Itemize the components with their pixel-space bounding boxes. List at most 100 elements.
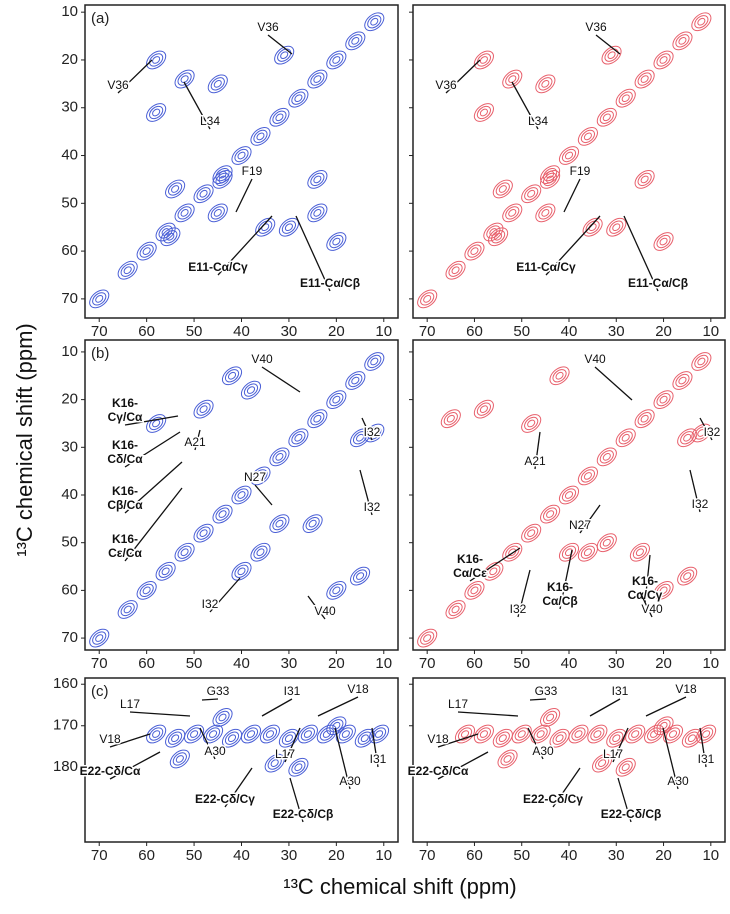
contour-peak	[540, 170, 561, 189]
y-tick-label: 70	[61, 629, 78, 646]
contour-peak	[305, 516, 320, 531]
leader-line	[359, 469, 373, 516]
contour-peak	[158, 225, 173, 239]
y-tick-label: 10	[61, 343, 78, 360]
x-tick-label: 10	[375, 655, 392, 672]
contour-peak	[637, 412, 652, 426]
contour-peak	[364, 352, 385, 371]
contour-peak	[221, 728, 243, 748]
contour-peak	[370, 357, 379, 366]
contour-peak	[668, 730, 678, 738]
y-tick-label: 40	[61, 146, 78, 163]
contour-peak	[351, 376, 360, 385]
contour-peak	[250, 542, 271, 562]
contour-peak	[601, 45, 622, 65]
contour-peak	[240, 380, 262, 400]
contour-peak	[291, 760, 306, 774]
contour-peak	[281, 731, 297, 745]
contour-peak	[313, 414, 322, 423]
contour-peak	[585, 220, 600, 234]
peak-annotation: E22-Cδ/Cα	[80, 764, 141, 778]
peak-annotation: A30	[204, 744, 226, 758]
contour-peak	[190, 730, 199, 738]
contour-peak	[514, 727, 529, 741]
contour-peak	[637, 172, 652, 187]
x-tick-label: 10	[375, 323, 392, 340]
contour-peak	[322, 730, 331, 738]
x-tick-label: 40	[561, 323, 578, 340]
contour-peak	[538, 77, 553, 91]
x-tick-label: 60	[138, 323, 155, 340]
peak-annotation: L17	[120, 697, 140, 711]
x-tick-label: 20	[328, 847, 345, 864]
leader-line	[217, 215, 273, 276]
contour-peak	[237, 151, 246, 160]
contour-peak	[269, 447, 290, 467]
peak-annotation: E22-Cδ/Cα	[408, 764, 469, 778]
contour-peak	[502, 542, 523, 562]
contour-peak	[476, 727, 491, 741]
contour-peak	[255, 217, 276, 237]
contour-peak	[609, 731, 624, 745]
contour-peak	[502, 203, 523, 223]
contour-peak	[443, 412, 458, 426]
contour-peak	[281, 220, 297, 234]
contour-peak	[92, 631, 107, 645]
contour-peak	[177, 545, 192, 559]
contour-peak	[451, 605, 460, 614]
panel-label: (c)	[91, 683, 109, 700]
contour-peak	[659, 586, 668, 595]
contour-peak	[202, 724, 224, 744]
x-tick-label: 50	[513, 323, 530, 340]
contour-peak	[308, 519, 317, 528]
panel: 70 60 50 40 30 20 10V40A21I32N27I32K16-Cα/CεK1…	[409, 339, 726, 672]
contour-peak	[291, 431, 306, 445]
leader-line	[545, 215, 601, 276]
contour-peak	[213, 79, 222, 88]
contour-peak	[596, 533, 617, 553]
y-tick-label: 160	[53, 675, 78, 692]
peak-annotation: Cδ/Cα	[107, 452, 143, 466]
contour-peak	[470, 586, 479, 595]
contour-peak	[552, 369, 567, 383]
contour-peak	[448, 263, 463, 277]
contour-peak	[665, 727, 681, 741]
contour-peak	[555, 371, 564, 380]
contour-peak	[212, 170, 233, 189]
peak-annotation: Cγ/Cα	[108, 410, 143, 424]
contour-peak	[678, 36, 687, 45]
leader-line	[307, 595, 326, 620]
contour-peak	[592, 753, 613, 773]
contour-peak	[168, 182, 183, 196]
contour-peak	[583, 548, 592, 557]
contour-peak	[326, 232, 347, 251]
x-tick-label: 10	[702, 847, 719, 864]
contour-peak	[535, 74, 556, 94]
contour-peak	[561, 148, 577, 163]
peak-annotation: K16-	[112, 396, 138, 410]
contour-peak	[473, 103, 494, 122]
contour-peak	[243, 727, 259, 741]
peak-annotation: Cα/Cγ	[628, 588, 663, 602]
peak-annotation: N27	[244, 470, 266, 484]
panel: 70 60 50 40 30 20 10 160 170 180 (c) G33 L17 I31 V18 V1…	[53, 675, 399, 864]
contour-peak	[250, 127, 271, 146]
y-tick-label: 10	[61, 3, 78, 20]
contour-peak	[146, 50, 167, 70]
contour-peak	[142, 586, 151, 595]
contour-peak	[212, 708, 233, 727]
contour-peak	[697, 17, 706, 26]
contour-peak	[606, 217, 627, 237]
contour-peak	[644, 724, 665, 744]
peak-annotation: G33	[207, 684, 230, 698]
contour-peak	[647, 727, 662, 741]
contour-peak	[89, 289, 110, 309]
x-tick-label: 20	[655, 655, 672, 672]
contour-peak	[541, 209, 550, 217]
contour-peak	[473, 399, 494, 419]
contour-peak	[155, 561, 176, 581]
contour-peak	[702, 730, 711, 738]
contour-peak	[583, 472, 592, 480]
